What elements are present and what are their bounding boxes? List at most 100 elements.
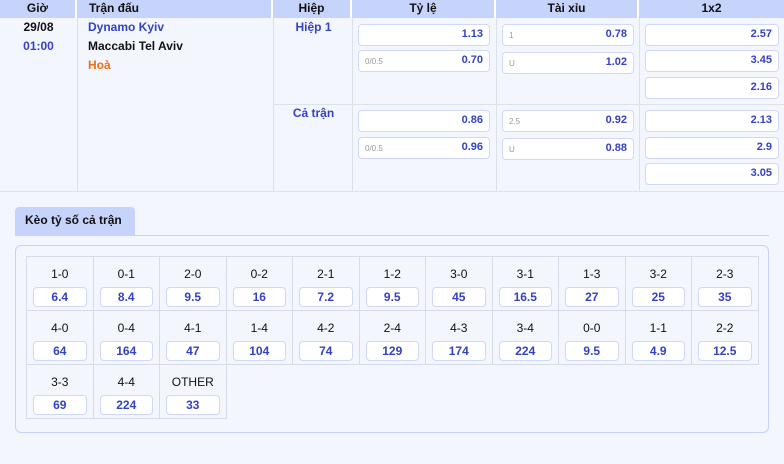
correct-score-grid: 1-0 6.4 0-1 8.4 2-0 9.5 0-2 16 2-1 7.2 1-2 9.5 3-0 45… <box>26 256 759 419</box>
odds-value: 3.45 <box>750 54 772 66</box>
score-cell: 4-2 74 <box>292 310 360 365</box>
over-odds[interactable]: 1 0.78 <box>502 24 634 46</box>
score-odds-button[interactable]: 224 <box>498 341 552 361</box>
score-cell: 4-3 174 <box>425 310 493 365</box>
handicap-home-odds[interactable]: 0.86 <box>358 110 490 132</box>
score-odds-button[interactable]: 164 <box>99 341 153 361</box>
odds-value: 0.86 <box>461 114 483 126</box>
score-label: 0-1 <box>117 267 135 281</box>
score-label: 3-0 <box>450 267 468 281</box>
ou-line: 1 <box>509 31 514 40</box>
score-label: 3-3 <box>51 375 69 389</box>
1x2-draw-odds[interactable]: 3.45 <box>645 50 779 72</box>
score-cell: 3-1 16.5 <box>491 256 559 311</box>
score-cell: 1-2 9.5 <box>358 256 426 311</box>
header-match: Trận đấu <box>77 0 273 18</box>
1x2-home-odds[interactable]: 2.13 <box>645 110 779 132</box>
score-odds-button[interactable]: 27 <box>565 287 619 307</box>
handicap-line: 0/0.5 <box>365 57 383 66</box>
ou-line: 2.5 <box>509 117 521 126</box>
score-odds-button[interactable]: 47 <box>166 341 220 361</box>
score-odds-button[interactable]: 16.5 <box>498 287 552 307</box>
score-label: 3-1 <box>516 267 534 281</box>
period-label-1: Hiệp 1 <box>295 20 332 34</box>
score-odds-button[interactable]: 74 <box>299 341 353 361</box>
score-odds-button[interactable]: 104 <box>232 341 286 361</box>
score-label: 0-0 <box>583 321 601 335</box>
score-label: 2-3 <box>716 267 734 281</box>
score-odds-button[interactable]: 8.4 <box>99 287 153 307</box>
home-team[interactable]: Dynamo Kyiv <box>88 20 165 34</box>
score-cell: 0-0 9.5 <box>558 310 626 365</box>
score-label: 2-0 <box>184 267 202 281</box>
match-cell: Dynamo Kyiv Maccabi Tel Aviv Hoà <box>78 18 274 191</box>
score-label: 1-2 <box>383 267 401 281</box>
score-cell: 3-3 69 <box>26 364 94 419</box>
tab-correct-score[interactable]: Kèo tỷ số cả trận <box>15 207 135 235</box>
score-odds-button[interactable]: 12.5 <box>698 341 752 361</box>
score-cell: 2-0 9.5 <box>159 256 227 311</box>
score-odds-button[interactable]: 129 <box>365 341 419 361</box>
score-odds-button[interactable]: 9.5 <box>565 341 619 361</box>
score-cell: 0-2 16 <box>225 256 293 311</box>
score-odds-button[interactable]: 6.4 <box>33 287 87 307</box>
odds-value: 1.13 <box>461 28 483 40</box>
score-odds-button[interactable]: 64 <box>33 341 87 361</box>
score-cell: 2-2 12.5 <box>691 310 759 365</box>
header-time: Giờ <box>0 0 77 18</box>
score-label: 1-3 <box>583 267 601 281</box>
odds-value: 1.02 <box>605 56 627 68</box>
over-odds[interactable]: 2.5 0.92 <box>502 110 634 132</box>
score-cell: 1-4 104 <box>225 310 293 365</box>
score-odds-button[interactable]: 174 <box>432 341 486 361</box>
score-cell: 1-1 4.9 <box>624 310 692 365</box>
score-cell: 4-0 64 <box>26 310 94 365</box>
header-overunder: Tài xỉu <box>496 0 639 18</box>
correct-score-panel <box>15 245 769 433</box>
score-cell: 0-1 8.4 <box>92 256 160 311</box>
header-1x2: 1x2 <box>701 1 722 15</box>
1x2-draw-odds[interactable]: 2.9 <box>645 137 779 159</box>
1x2-home-odds[interactable]: 2.57 <box>645 24 779 46</box>
score-label: 4-1 <box>184 321 202 335</box>
score-odds-button[interactable]: 16 <box>232 287 286 307</box>
score-cell: 2-1 7.2 <box>292 256 360 311</box>
draw-label: Hoà <box>88 58 111 72</box>
score-label: 2-4 <box>383 321 401 335</box>
header-half: Hiệp <box>273 0 352 18</box>
score-odds-button[interactable]: 25 <box>631 287 685 307</box>
handicap-away-odds[interactable]: 0/0.5 0.70 <box>358 50 490 72</box>
under-odds[interactable]: U 0.88 <box>502 138 634 160</box>
handicap-line: 0/0.5 <box>365 144 383 153</box>
1x2-away-odds[interactable]: 2.16 <box>645 77 779 99</box>
odds-value: 2.16 <box>750 81 772 93</box>
score-odds-button[interactable]: 45 <box>432 287 486 307</box>
away-team[interactable]: Maccabi Tel Aviv <box>88 39 183 53</box>
1x2-away-odds[interactable]: 3.05 <box>645 163 779 185</box>
match-date: 29/08 <box>23 20 54 34</box>
score-odds-button[interactable]: 9.5 <box>166 287 220 307</box>
handicap-home-odds[interactable]: 1.13 <box>358 24 490 46</box>
odds-value: 0.92 <box>605 114 627 126</box>
score-odds-button[interactable]: 4.9 <box>631 341 685 361</box>
match-time: 01:00 <box>23 39 54 53</box>
score-odds-button[interactable]: 69 <box>33 395 87 415</box>
score-cell: 2-3 35 <box>691 256 759 311</box>
handicap-away-odds[interactable]: 0/0.5 0.96 <box>358 137 490 159</box>
table-header: Giờ Trận đấu Hiệp Tỷ lệ Tài xỉu 1x2 <box>0 0 784 18</box>
under-odds[interactable]: U 1.02 <box>502 52 634 74</box>
score-odds-button[interactable]: 7.2 <box>299 287 353 307</box>
ou-line: U <box>509 145 515 154</box>
score-cell: 4-4 224 <box>92 364 160 419</box>
score-odds-button[interactable]: 33 <box>166 395 220 415</box>
score-odds-button[interactable]: 9.5 <box>365 287 419 307</box>
score-label: 0-4 <box>117 321 135 335</box>
score-label: 1-4 <box>250 321 268 335</box>
score-cell: 3-2 25 <box>624 256 692 311</box>
score-label: OTHER <box>171 375 214 389</box>
score-odds-button[interactable]: 224 <box>99 395 153 415</box>
score-odds-button[interactable]: 35 <box>698 287 752 307</box>
header-handicap: Tỷ lệ <box>352 0 496 18</box>
score-label: 3-2 <box>649 267 667 281</box>
time-cell: 29/08 01:00 <box>0 18 78 191</box>
